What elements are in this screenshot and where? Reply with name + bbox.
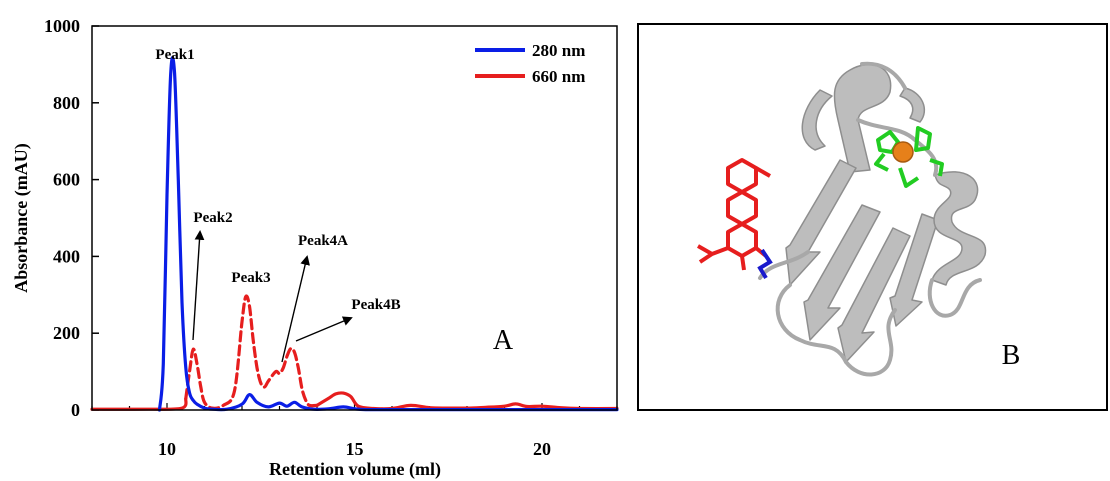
peak3-label: Peak3 [231,270,270,286]
x-tick-label: 20 [533,439,551,459]
series-660nm-dashed [184,294,319,410]
series-layer [90,56,619,412]
plot-frame [91,25,618,411]
metal-ion-sphere [892,141,914,163]
y-tick-label: 1000 [44,16,80,36]
y-tick-label: 600 [53,170,80,190]
y-tick-label: 800 [53,93,80,113]
y-axis-ticks: 0 200 400 600 800 1000 [44,16,99,420]
panel-a-label: A [493,325,514,356]
y-axis-label: Absorbance (mAU) [11,143,32,292]
x-axis-label: Retention volume (ml) [269,459,441,480]
linker-residue [757,248,773,280]
x-axis-ticks: 10 15 20 [91,403,618,459]
legend-label-660: 660 nm [532,67,585,86]
chart-panel-a: 0 200 400 600 800 1000 10 15 20 Retention volum… [11,16,619,480]
peak4a-arrow [281,255,310,363]
series-660nm-baseline [90,396,188,411]
peak2-label: Peak2 [193,210,232,226]
y-tick-label: 200 [53,323,80,343]
y-tick-label: 0 [71,400,80,420]
x-tick-label: 15 [346,439,364,459]
peak1-label: Peak1 [155,47,194,63]
peak4b-label: Peak4B [351,297,400,313]
legend-label-280: 280 nm [532,41,585,60]
x-tick-label: 10 [158,439,176,459]
protein-structure-panel-b: B [637,23,1108,411]
panel-b-label: B [1002,340,1021,371]
peak4a-label: Peak4A [298,233,348,249]
peak4b-arrow [295,316,353,342]
legend: 280 nm 660 nm [475,41,585,86]
series-280nm [157,56,619,412]
y-tick-label: 400 [53,246,80,266]
peak2-arrow [192,230,205,341]
